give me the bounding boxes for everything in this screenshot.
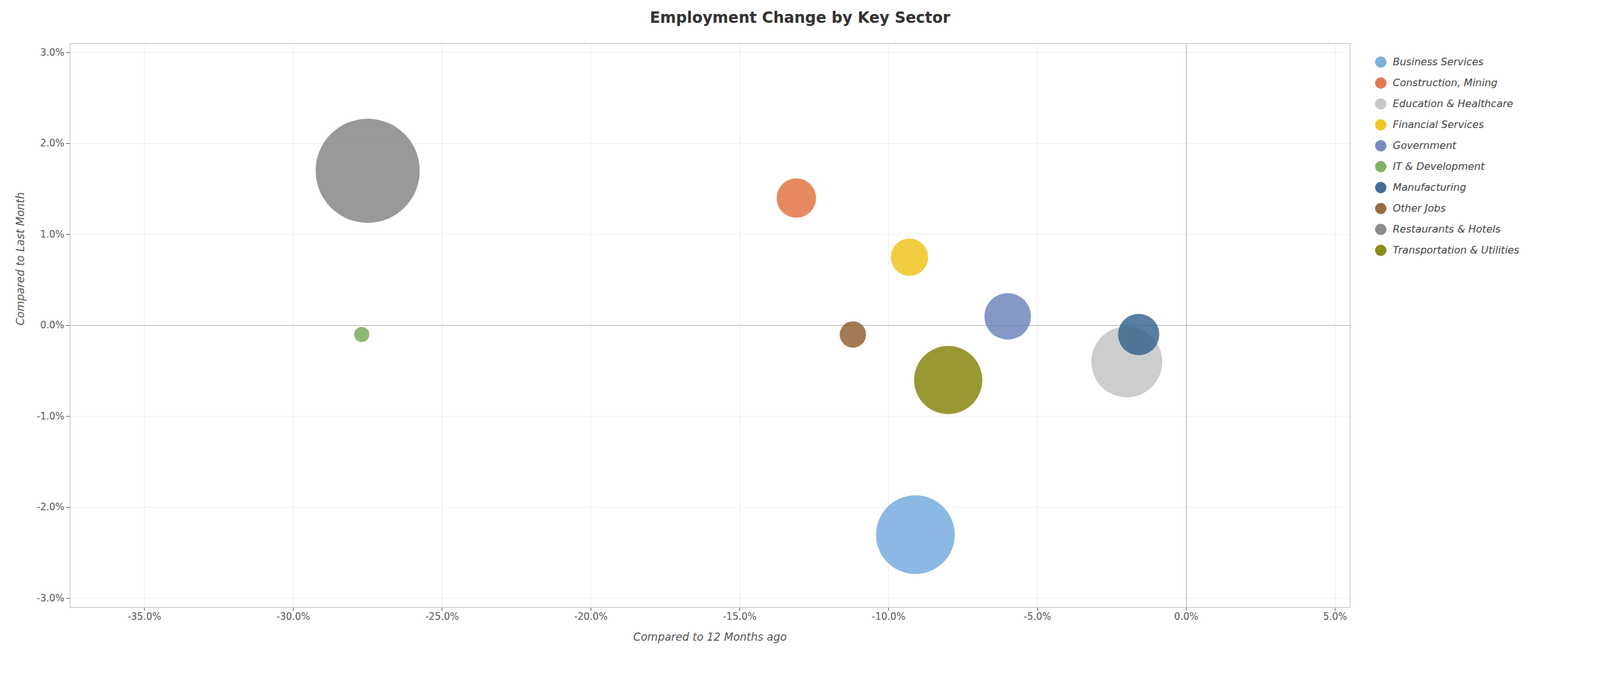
svg-text:Compared to 12 Months ago: Compared to 12 Months ago xyxy=(633,630,787,644)
html-text:Construction, Mining: Construction, Mining xyxy=(1392,76,1498,89)
svg-text:2.0%: 2.0% xyxy=(39,137,64,149)
svg-text:-25.0%: -25.0% xyxy=(425,610,459,623)
html-text:Financial Services: Financial Services xyxy=(1392,118,1484,131)
html-text:Business Services: Business Services xyxy=(1392,55,1484,68)
svg-text:-5.0%: -5.0% xyxy=(1023,610,1052,623)
html-text:Restaurants & Hotels: Restaurants & Hotels xyxy=(1392,223,1501,236)
html-text:Transportation & Utilities: Transportation & Utilities xyxy=(1392,243,1520,256)
svg-text:0.0%: 0.0% xyxy=(1174,610,1199,623)
html-text:IT & Development: IT & Development xyxy=(1392,160,1485,173)
svg-text:-3.0%: -3.0% xyxy=(36,592,65,604)
html-text:Other Jobs: Other Jobs xyxy=(1392,202,1446,215)
html-text:Employment Change by Key Secto: Employment Change by Key Sector xyxy=(649,8,951,27)
html-text:Government: Government xyxy=(1392,139,1457,152)
svg-text:1.0%: 1.0% xyxy=(39,228,64,241)
svg-text:-20.0%: -20.0% xyxy=(574,610,608,623)
svg-text:-30.0%: -30.0% xyxy=(276,610,310,623)
svg-text:-15.0%: -15.0% xyxy=(723,610,757,623)
html-text:Education & Healthcare: Education & Healthcare xyxy=(1392,97,1514,110)
svg-text:Compared to Last Month: Compared to Last Month xyxy=(13,192,27,326)
svg-text:3.0%: 3.0% xyxy=(39,46,64,59)
svg-text:-10.0%: -10.0% xyxy=(871,610,906,623)
svg-text:-35.0%: -35.0% xyxy=(127,610,161,623)
svg-text:-1.0%: -1.0% xyxy=(36,410,65,423)
svg-text:5.0%: 5.0% xyxy=(1323,610,1348,623)
svg-text:0.0%: 0.0% xyxy=(39,319,64,331)
html-text:Manufacturing: Manufacturing xyxy=(1392,181,1467,194)
svg-text:-2.0%: -2.0% xyxy=(36,501,65,513)
